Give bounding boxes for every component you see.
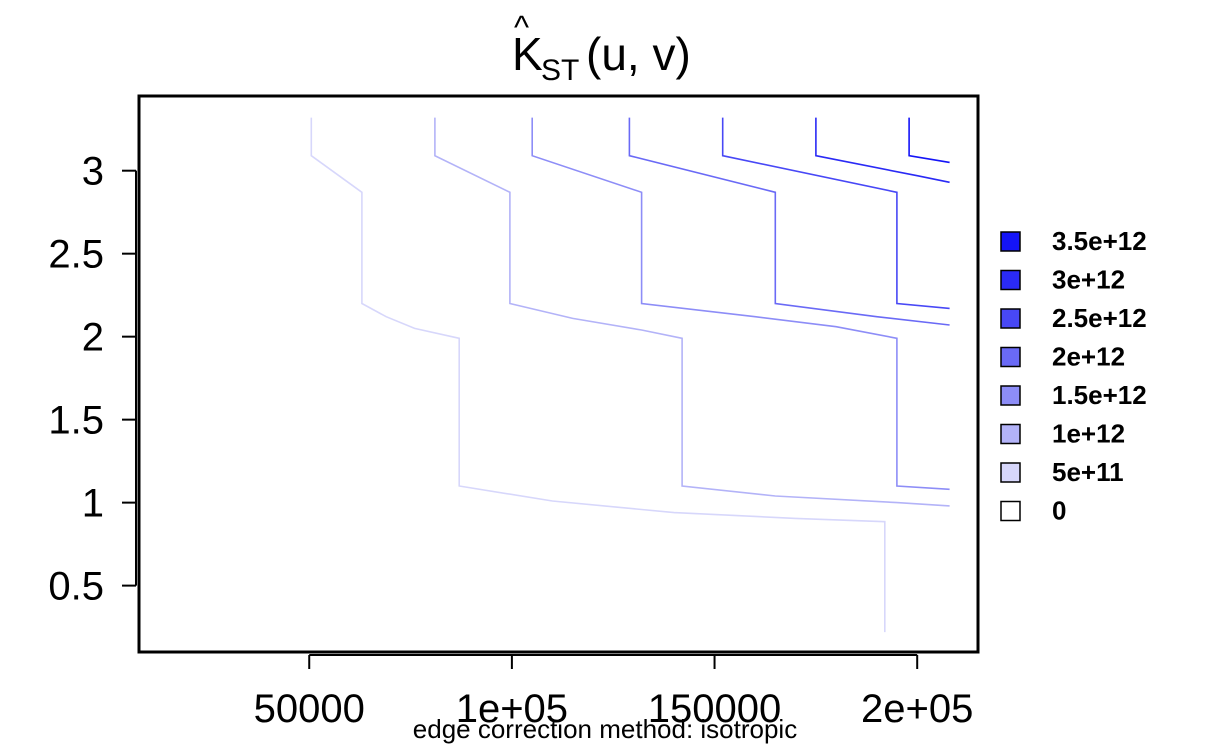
title-args: (u, v): [586, 28, 691, 80]
legend-label: 0: [1052, 496, 1066, 526]
legend-swatch: [1000, 385, 1021, 406]
x-axis: 50000 1e+05 150000 2e+05: [254, 654, 973, 731]
x-tick-label: 2e+05: [861, 687, 973, 731]
legend-swatch: [1000, 308, 1021, 329]
y-tick-label: 0.5: [48, 565, 104, 609]
legend-label: 2.5e+12: [1052, 303, 1147, 333]
legend-label: 5e+11: [1052, 457, 1124, 487]
y-tick-label: 3: [82, 150, 104, 194]
legend-swatch: [1000, 269, 1021, 291]
legend-swatch: [1000, 231, 1021, 252]
legend: 3.5e+12 3e+12 2.5e+12 2e+12 1.5e+12 1e+12 5e+1…: [1000, 226, 1147, 526]
legend-label: 3.5e+12: [1052, 226, 1147, 256]
title-subscript: ST: [541, 54, 579, 87]
legend-swatch: [1000, 346, 1021, 368]
y-tick-label: 1.5: [48, 399, 104, 443]
contour-line-7: [908, 117, 950, 164]
contour-line-2: [434, 117, 950, 507]
legend-label: 1.5e+12: [1052, 380, 1147, 410]
legend-label: 3e+12: [1052, 265, 1125, 295]
contour-line-4: [628, 117, 950, 326]
legend-label: 2e+12: [1052, 342, 1125, 372]
x-tick-label: 50000: [254, 687, 365, 731]
y-tick-label: 1: [82, 482, 104, 526]
plot-frame: [137, 94, 980, 654]
y-tick-label: 2: [82, 316, 104, 360]
contour-line-6: [815, 117, 950, 184]
chart-title: K ^ ST (u, v): [512, 9, 691, 87]
x-tick-label: 150000: [648, 687, 781, 731]
legend-swatch: [1000, 462, 1021, 483]
contour-line-5: [721, 117, 950, 310]
legend-swatch: [1000, 500, 1021, 522]
x-tick-label: 1e+05: [456, 687, 568, 731]
contour-lines: [310, 117, 950, 633]
legend-swatch: [1000, 423, 1021, 445]
contour-line-3: [531, 117, 950, 491]
y-axis: 0.5 1 1.5 2 2.5 3: [48, 150, 137, 609]
legend-label: 1e+12: [1052, 419, 1125, 449]
y-tick-label: 2.5: [48, 233, 104, 277]
title-main: K: [512, 28, 543, 80]
subtitle: edge correction method: isotropic: [413, 714, 797, 744]
title-hat: ^: [514, 9, 529, 45]
contour-line-1: [310, 117, 886, 633]
